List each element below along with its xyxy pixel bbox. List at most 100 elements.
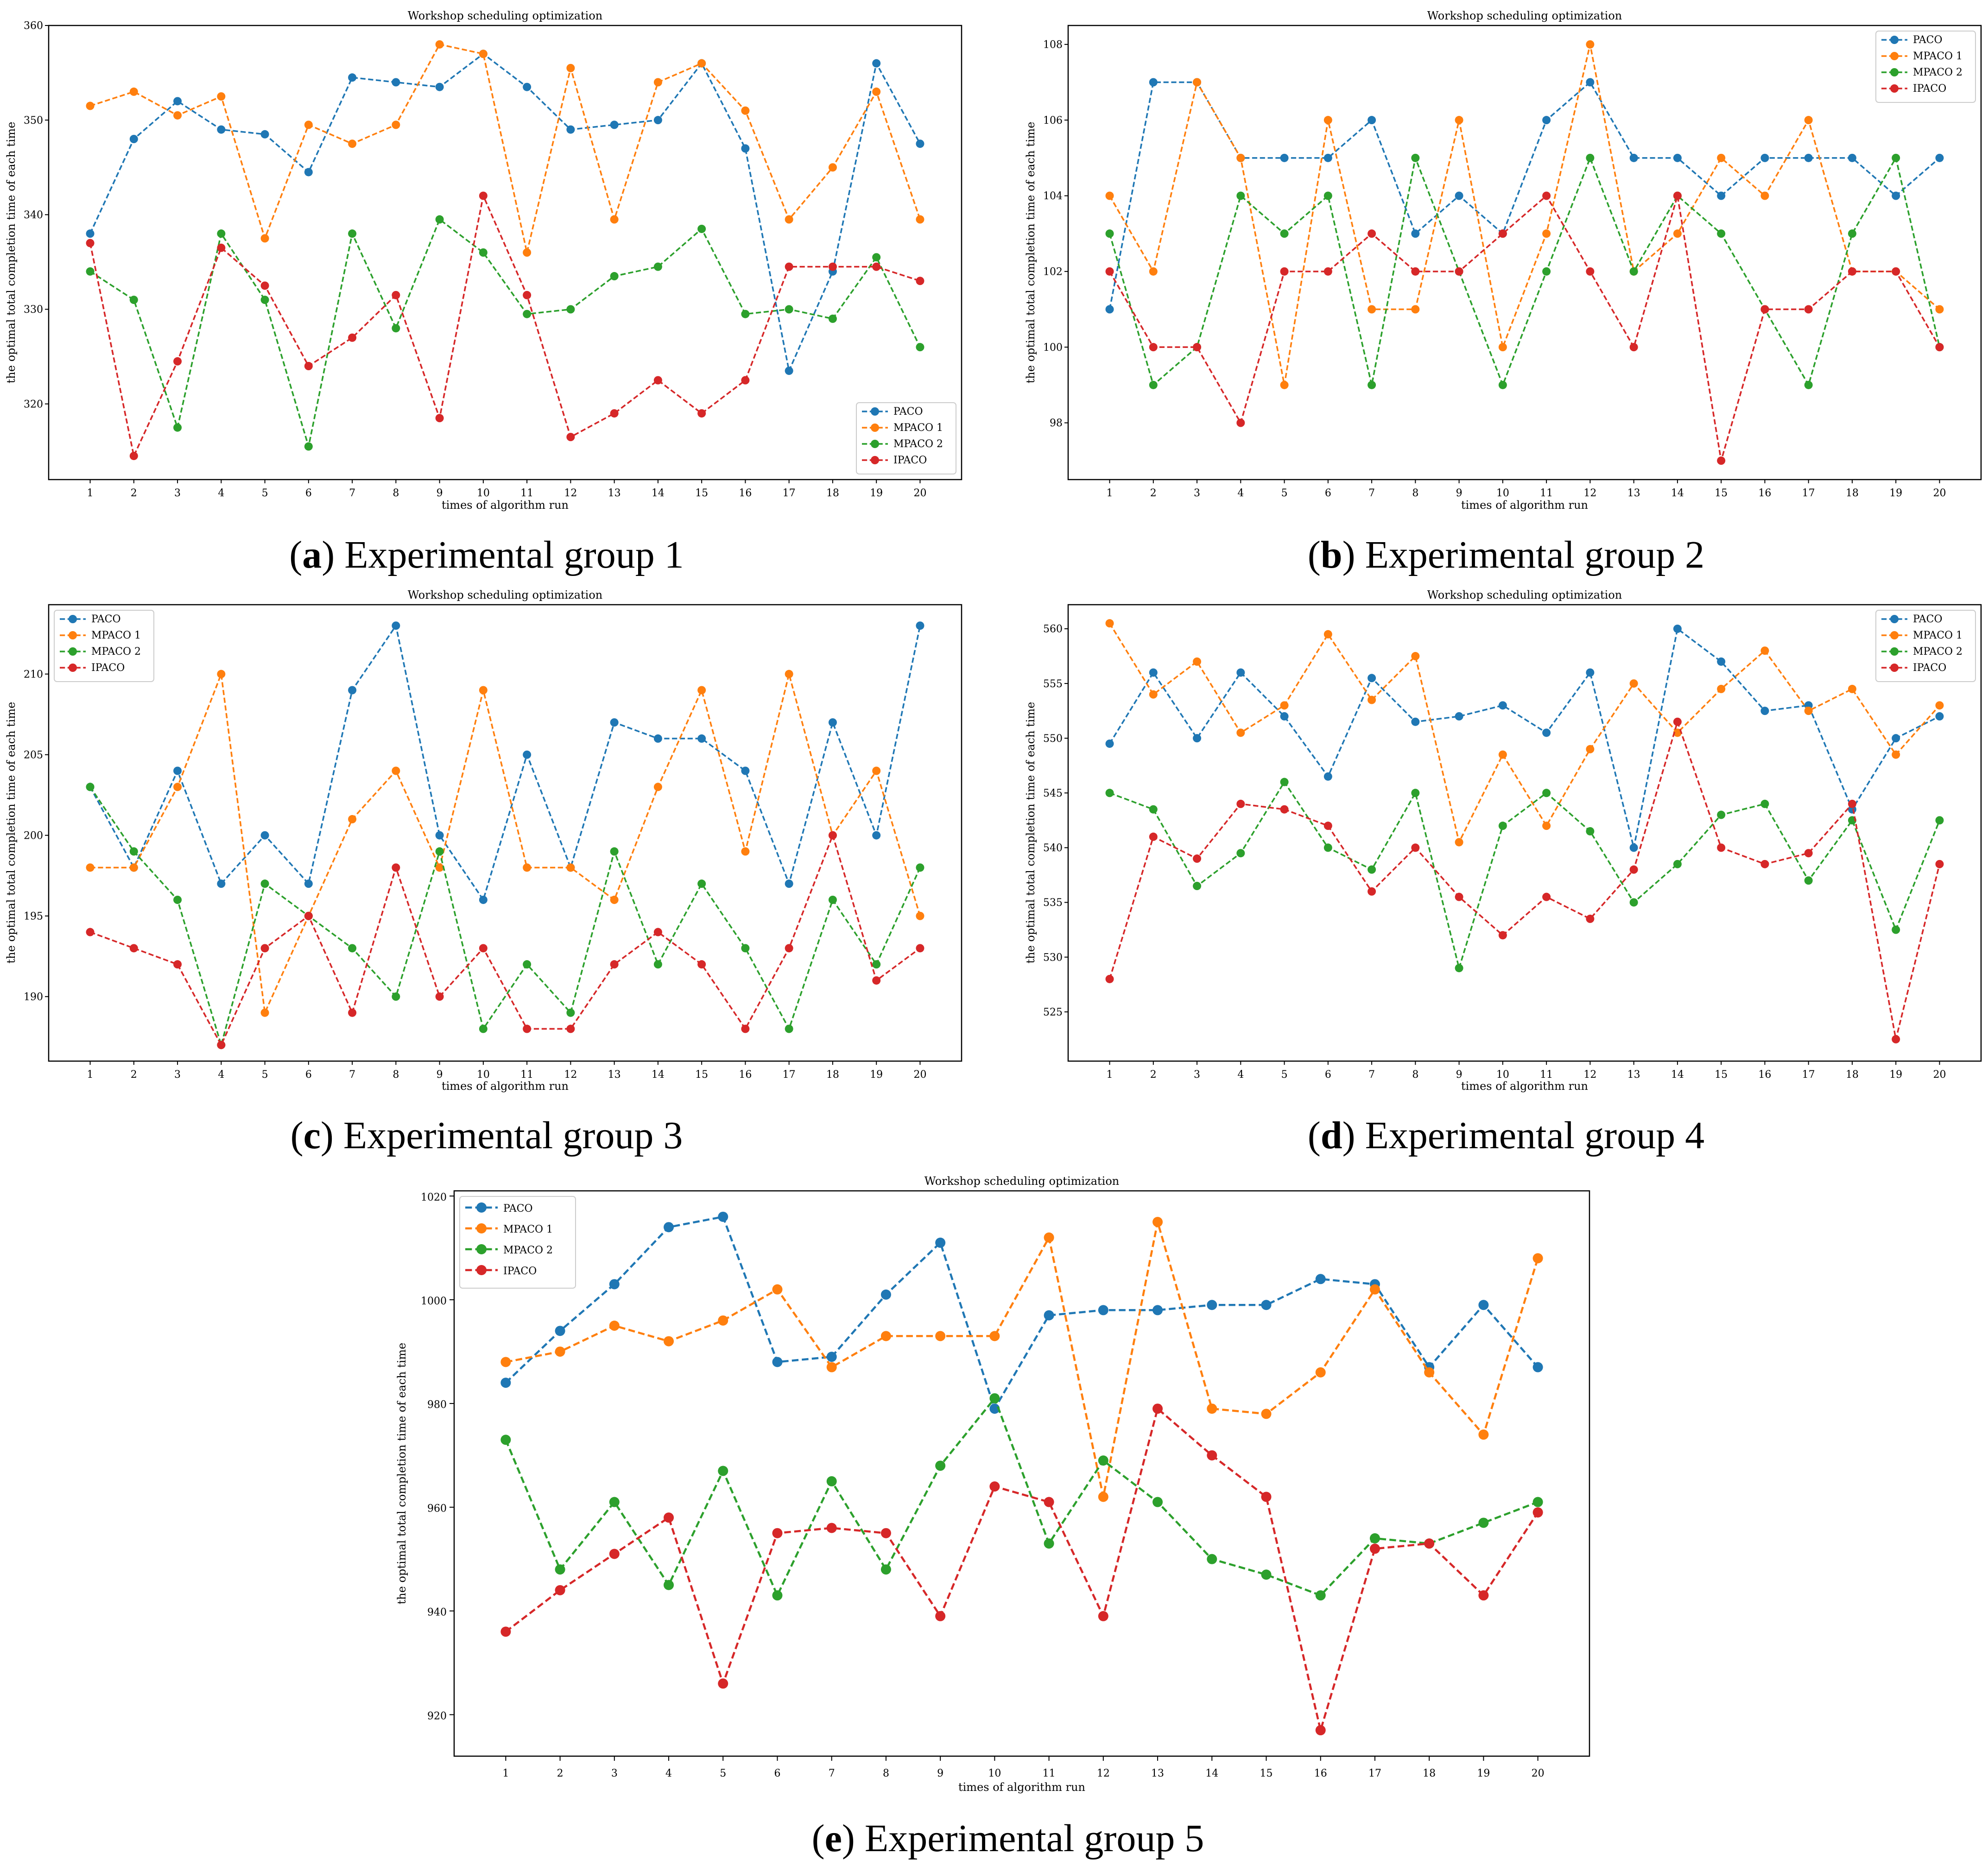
x-tick-label: 18: [1846, 1069, 1859, 1081]
data-point: [1323, 267, 1332, 276]
series-mpaco-2: [1105, 153, 1944, 389]
x-tick-label: 6: [305, 487, 312, 499]
data-point: [1207, 1300, 1217, 1310]
data-point: [435, 992, 444, 1001]
legend: PACO MPACO 1 MPACO 2 IPACO: [1875, 610, 1976, 682]
x-tick-label: 8: [393, 487, 399, 499]
series-paco: [1105, 624, 1944, 852]
data-point: [1368, 696, 1376, 704]
data-point: [1455, 116, 1463, 125]
x-tick-label: 13: [608, 1069, 621, 1081]
legend-label: IPACO: [1913, 83, 1946, 95]
data-point: [916, 863, 924, 872]
plot-area-frame: [48, 25, 962, 481]
data-point: [1236, 153, 1245, 162]
x-tick-label: 15: [1715, 487, 1728, 499]
y-tick-label: 320: [24, 398, 43, 410]
series-line: [89, 53, 921, 374]
x-tick-label: 11: [1540, 1069, 1553, 1081]
data-point: [173, 423, 182, 432]
y-tick-label: 210: [24, 669, 43, 680]
plot-area-frame: [48, 604, 962, 1062]
y-tick-label: 98: [1050, 417, 1063, 429]
data-point: [555, 1326, 565, 1336]
x-tick-label: 7: [1368, 487, 1375, 499]
data-point: [348, 229, 357, 238]
data-point: [772, 1284, 783, 1295]
data-point: [392, 766, 400, 775]
data-point: [1586, 40, 1595, 49]
data-point: [1848, 153, 1856, 162]
x-tick-label: 3: [174, 1069, 181, 1081]
data-point: [872, 960, 881, 969]
data-point: [785, 670, 793, 678]
data-point: [741, 144, 750, 153]
data-point: [1760, 153, 1769, 162]
data-point: [1542, 789, 1551, 797]
data-point: [217, 879, 226, 888]
data-point: [718, 1315, 728, 1326]
legend: PACO MPACO 1 MPACO 2 IPACO: [459, 1196, 576, 1289]
data-point: [1152, 1404, 1163, 1414]
series-line: [505, 1215, 1539, 1411]
data-point: [872, 262, 881, 271]
legend-label: IPACO: [91, 662, 125, 674]
legend-label: PACO: [893, 406, 923, 417]
series-line: [1108, 155, 1941, 387]
data-point: [129, 87, 138, 96]
data-point: [697, 879, 706, 888]
data-point: [697, 686, 706, 695]
data-point: [479, 248, 488, 257]
data-point: [566, 305, 575, 314]
series-line: [505, 1407, 1539, 1734]
figure-caption: (a) Experimental group 1: [289, 533, 684, 576]
chart-title: Workshop scheduling optimization: [408, 9, 603, 22]
data-point: [741, 766, 750, 775]
y-tick-label: 350: [24, 115, 43, 126]
x-tick-label: 5: [1281, 1069, 1288, 1081]
data-point: [653, 783, 662, 791]
data-point: [173, 97, 182, 106]
data-point: [826, 1362, 837, 1372]
y-tick-label: 535: [1043, 897, 1063, 909]
x-tick-label: 4: [665, 1768, 672, 1779]
x-tick-label: 6: [305, 1069, 312, 1081]
data-point: [1368, 380, 1376, 389]
data-point: [1368, 674, 1376, 683]
data-point: [1629, 267, 1638, 276]
data-point: [1323, 822, 1332, 830]
data-point: [1673, 728, 1682, 737]
data-point: [1586, 668, 1595, 677]
data-point: [1323, 191, 1332, 200]
legend-label: MPACO 1: [893, 422, 943, 434]
data-point: [1892, 734, 1900, 743]
y-tick-label: 550: [1043, 733, 1063, 745]
x-tick-label: 12: [564, 1069, 577, 1081]
x-tick-label: 20: [913, 1069, 926, 1081]
data-point: [1261, 1300, 1272, 1310]
chart-title: Workshop scheduling optimization: [1427, 9, 1622, 22]
data-point: [916, 277, 924, 285]
data-point: [1717, 456, 1726, 465]
data-point: [260, 234, 269, 243]
data-point: [1280, 805, 1289, 814]
data-point: [610, 120, 619, 129]
x-tick-label: 16: [1758, 1069, 1771, 1081]
x-tick-label: 14: [1671, 487, 1684, 499]
data-point: [1207, 1450, 1217, 1461]
data-point: [1629, 843, 1638, 852]
data-point: [1673, 717, 1682, 726]
x-tick-label: 10: [988, 1768, 1001, 1779]
x-tick-label: 4: [1237, 487, 1244, 499]
data-point: [741, 847, 750, 856]
x-tick-label: 16: [739, 487, 752, 499]
data-point: [1280, 778, 1289, 786]
x-tick-label: 8: [393, 1069, 399, 1081]
data-point: [1498, 229, 1507, 238]
series-line: [89, 218, 921, 447]
y-tick-label: 195: [24, 911, 43, 922]
legend-marker: [476, 1244, 487, 1254]
series-line: [89, 623, 921, 902]
x-tick-label: 15: [695, 1069, 708, 1081]
caption-paren: (: [291, 1114, 304, 1157]
